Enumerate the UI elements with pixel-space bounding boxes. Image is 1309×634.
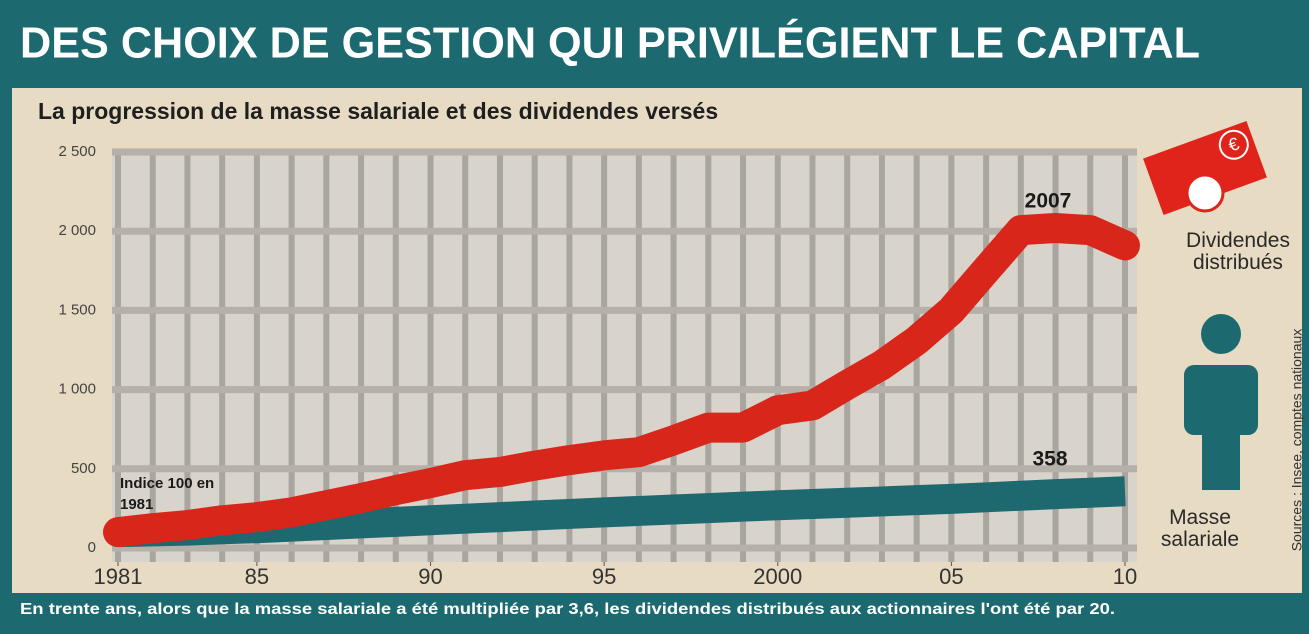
y-tick-label: 1 500 <box>58 301 96 318</box>
annotation: 358 <box>1032 448 1067 471</box>
chart-title: DES CHOIX DE GESTION QUI PRIVILÉGIENT LE… <box>20 18 1200 68</box>
annotation: Indice 100 en 1981 <box>120 475 214 513</box>
euro-icon: € <box>1143 120 1267 216</box>
series <box>103 213 1140 548</box>
y-tick-label: 1 000 <box>58 381 96 398</box>
x-tick-label: 10 <box>1113 564 1137 589</box>
legend-label: Dividendes distribués <box>1186 229 1290 274</box>
x-tick-label: 95 <box>592 564 616 589</box>
y-tick-label: 2 000 <box>58 222 96 239</box>
y-tick-label: 500 <box>71 460 96 477</box>
y-tick-label: 0 <box>88 539 96 556</box>
x-tick-label: 05 <box>939 564 963 589</box>
x-tick-label: 2000 <box>753 564 802 589</box>
x-tick-label: 90 <box>418 564 442 589</box>
legend-label: Masse salariale <box>1160 506 1240 551</box>
person-icon <box>1184 314 1258 490</box>
footnote: En trente ans, alors que la masse salari… <box>20 601 1115 618</box>
annotation: 2007 <box>1025 190 1072 213</box>
source: Sources : Insee, comptes nationaux <box>1289 329 1305 552</box>
x-tick-label: 85 <box>245 564 269 589</box>
series-line <box>103 213 1140 548</box>
chart-subtitle: La progression de la masse salariale et … <box>38 98 718 124</box>
coin-icon <box>1185 173 1225 213</box>
y-tick-label: 2 500 <box>58 143 96 160</box>
x-tick-label: 1981 <box>94 564 143 589</box>
